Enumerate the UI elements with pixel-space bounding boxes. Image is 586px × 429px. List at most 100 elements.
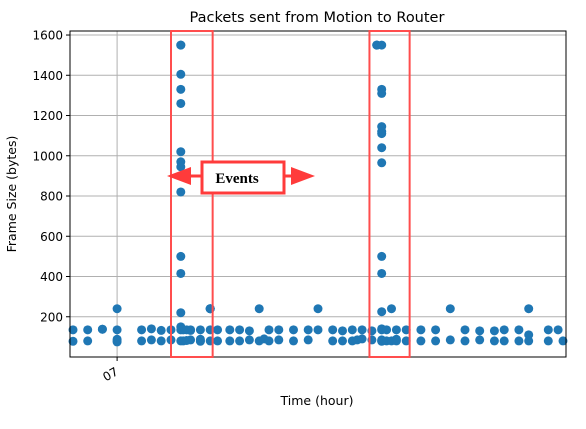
data-point: [401, 325, 411, 335]
data-point: [176, 84, 186, 94]
events-label: Events: [215, 171, 259, 187]
data-point: [244, 326, 254, 336]
data-point: [524, 304, 534, 314]
data-point: [225, 325, 235, 335]
data-point: [391, 336, 401, 346]
data-point: [431, 336, 441, 346]
data-point: [195, 325, 205, 335]
data-point: [524, 336, 534, 346]
data-point: [387, 304, 396, 314]
data-point: [377, 40, 387, 50]
data-point: [489, 336, 499, 346]
data-point: [176, 187, 186, 197]
data-point: [83, 336, 93, 346]
data-point: [377, 88, 387, 98]
data-point: [182, 335, 192, 345]
x-axis-ticks: 07: [100, 357, 121, 384]
data-point: [303, 335, 313, 345]
data-point: [460, 336, 470, 346]
data-point: [182, 325, 192, 335]
left-arrow-icon: [167, 167, 191, 185]
data-point: [543, 336, 553, 346]
x-axis-label: Time (hour): [280, 393, 354, 408]
data-point: [156, 325, 166, 335]
data-point: [303, 325, 313, 335]
data-point: [213, 336, 223, 346]
data-point: [137, 336, 147, 346]
data-point: [445, 304, 455, 314]
data-point: [176, 251, 186, 261]
data-point: [445, 335, 455, 345]
data-point: [83, 325, 93, 335]
y-axis-label: Frame Size (bytes): [4, 136, 19, 253]
data-point: [289, 336, 298, 346]
data-point: [235, 336, 245, 346]
y-tick-label: 1200: [32, 109, 63, 123]
data-point: [558, 336, 568, 346]
data-point: [176, 268, 186, 278]
data-point: [225, 336, 235, 346]
data-point: [176, 98, 186, 108]
data-point: [416, 336, 426, 346]
y-tick-label: 200: [40, 310, 63, 324]
y-axis-ticks: 200 400 600 800 1000 1200 1400 1600: [32, 29, 70, 324]
data-point: [244, 335, 254, 345]
data-point: [416, 325, 426, 335]
data-point: [514, 336, 524, 346]
data-point: [431, 325, 441, 335]
y-tick-label: 1400: [32, 69, 63, 83]
plot-frame: [69, 30, 567, 358]
data-point: [97, 324, 107, 334]
data-point: [401, 336, 411, 346]
data-point: [391, 325, 401, 335]
data-point: [543, 325, 553, 335]
data-point: [377, 251, 387, 261]
data-point: [176, 308, 186, 318]
y-tick-label: 800: [40, 190, 63, 204]
data-point: [514, 325, 524, 335]
data-point: [254, 304, 264, 314]
data-point: [68, 325, 78, 335]
data-point: [274, 325, 284, 335]
data-point: [235, 325, 245, 335]
data-point: [338, 336, 347, 346]
data-point: [347, 325, 357, 335]
data-point: [377, 158, 387, 168]
data-point: [460, 325, 470, 335]
data-point: [499, 336, 509, 346]
data-point: [146, 324, 156, 334]
y-tick-label: 600: [40, 230, 63, 244]
data-point: [382, 325, 392, 335]
data-point: [338, 326, 347, 336]
data-point: [313, 325, 323, 335]
data-point: [176, 147, 186, 157]
events-annotation: Events: [167, 160, 315, 195]
data-point: [112, 337, 122, 347]
event-highlight-box: [368, 30, 411, 358]
data-point: [264, 336, 274, 346]
data-point: [289, 325, 298, 335]
data-point: [475, 326, 485, 336]
data-point: [377, 268, 387, 278]
grid-lines: [70, 31, 566, 357]
data-point: [68, 336, 78, 346]
data-point: [328, 336, 338, 346]
data-point: [146, 335, 156, 345]
chart-title: Packets sent from Motion to Router: [190, 10, 445, 26]
y-tick-label: 400: [40, 270, 63, 284]
data-point: [195, 336, 205, 346]
data-point: [176, 40, 186, 50]
data-point: [357, 334, 367, 344]
data-point: [176, 69, 186, 79]
data-point: [176, 162, 186, 172]
data-point: [357, 325, 367, 335]
data-point: [274, 335, 284, 345]
data-point: [475, 335, 485, 345]
data-point: [313, 304, 323, 314]
data-point: [264, 325, 274, 335]
data-points: [68, 40, 568, 347]
data-point: [377, 143, 387, 153]
data-point: [137, 325, 147, 335]
x-tick-label: 07: [100, 364, 120, 384]
